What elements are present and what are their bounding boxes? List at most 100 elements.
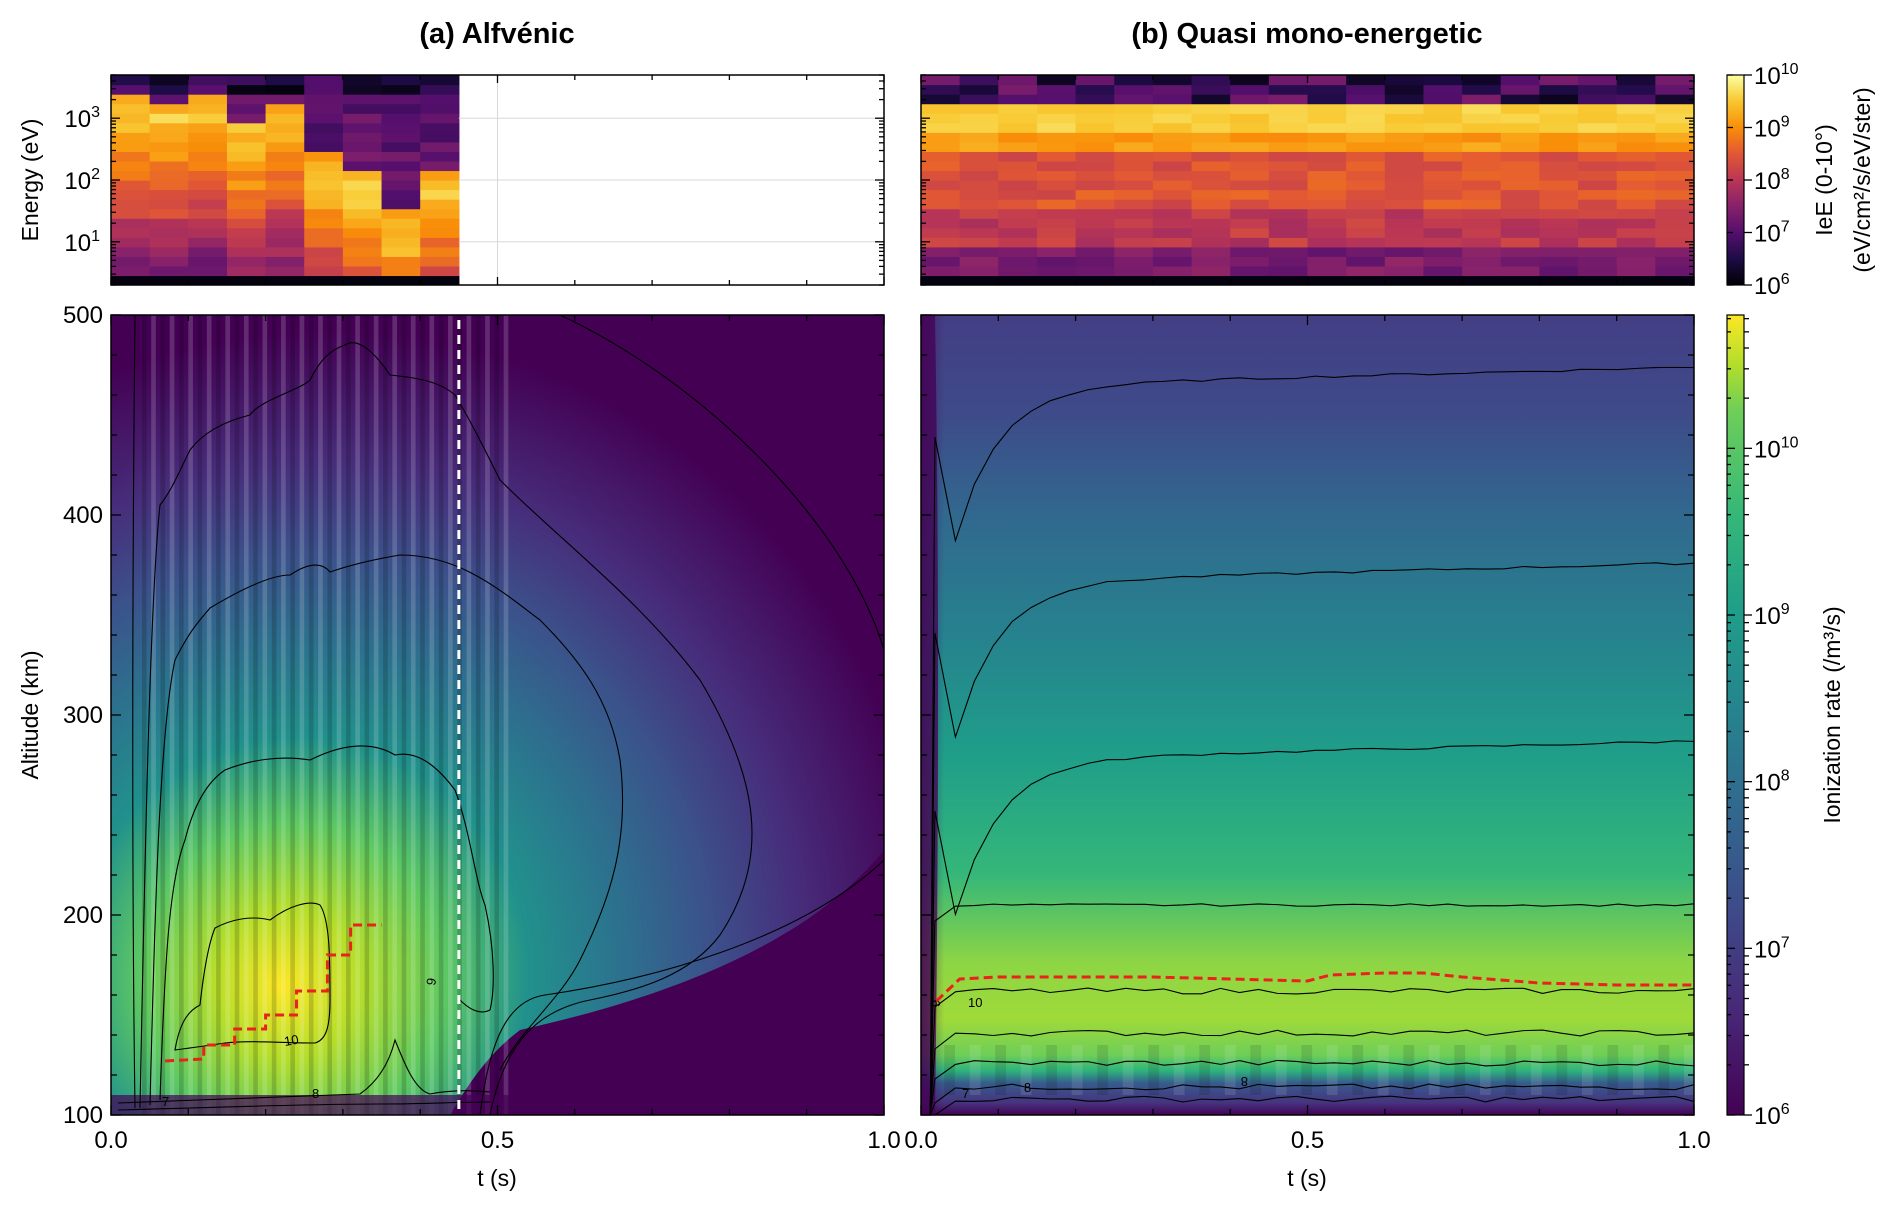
panel-a-modulation-stripe	[438, 315, 444, 1115]
panel-a-spectrogram-cell	[265, 189, 305, 200]
panel-a-spectrogram-cell	[342, 265, 383, 277]
panel-b-spectrogram-cell	[1384, 246, 1425, 257]
panel-a-spectrogram-cell	[381, 180, 421, 191]
panel-a-spectrogram-cell	[149, 160, 189, 172]
panel-b-modulation-stripe	[1581, 1045, 1593, 1095]
x-tick-label: 0.0	[94, 1127, 127, 1154]
panel-b-spectrogram-cell	[1462, 275, 1502, 285]
panel-a-spectrogram-cell	[226, 160, 267, 172]
panel-b-spectrogram-cell	[1114, 94, 1154, 105]
panel-a-spectrogram-cell	[420, 265, 460, 277]
panel-a-spectrogram-cell	[226, 132, 267, 143]
panel-a-spectrogram-cell	[304, 122, 344, 133]
panel-b-spectrogram-cell	[1191, 256, 1231, 267]
panel-b-spectrogram-cell	[1384, 275, 1425, 285]
panel-b-spectrogram-cell	[1578, 132, 1618, 143]
panel-b-modulation-stripe	[1530, 1045, 1542, 1095]
panel-b-spectrogram-cell	[1230, 151, 1270, 162]
panel-a-spectrogram-cell	[149, 246, 189, 257]
panel-a-spectrogram-cell	[420, 227, 460, 238]
panel-b-modulation-stripe	[1275, 1045, 1287, 1095]
panel-a-spectrogram-cell	[265, 275, 305, 285]
panel-b-spectrogram-cell	[1268, 94, 1309, 105]
panel-b-spectrogram-cell	[1075, 170, 1115, 181]
panel-b-spectrogram-cell	[1384, 199, 1425, 210]
colorbar-tick-label: 109	[1754, 601, 1790, 630]
panel-a-modulation-stripe	[253, 315, 258, 1115]
panel-b-spectrogram-cell	[1423, 265, 1463, 277]
panel-b-spectrogram-cell	[1423, 141, 1463, 152]
panel-b-spectrogram-cell	[1114, 199, 1154, 210]
panel-b-contour	[929, 562, 1694, 1115]
panel-a-spectrogram-cell	[188, 103, 228, 114]
panel-b-spectrogram-cell	[1152, 237, 1193, 248]
panel-b-spectrogram-cell	[1114, 160, 1154, 172]
panel-a-spectrogram-cell	[111, 275, 151, 285]
panel-a-spectrogram-cell	[381, 189, 421, 200]
panel-b-spectrogram-cell	[1191, 94, 1231, 105]
panel-a-spectrogram-cell	[111, 103, 151, 114]
panel-b-spectrogram-cell	[1230, 84, 1270, 95]
panel-b-spectrogram-cell	[1230, 265, 1270, 277]
panel-b-spectrogram-cell	[1036, 122, 1077, 133]
panel-a-spectrogram-cell	[304, 237, 344, 248]
panel-b-spectrogram-cell	[1152, 218, 1193, 229]
panel-b-spectrogram-cell	[1462, 227, 1502, 238]
panel-b-spectrogram-cell	[1384, 122, 1425, 133]
panel-a-spectrogram-cell	[111, 265, 151, 277]
panel-b-contour	[929, 1029, 1694, 1115]
panel-b-spectrogram-cell	[1384, 141, 1425, 152]
panel-a-modulation-stripe	[410, 315, 416, 1115]
panel-b-spectrogram-cell	[1268, 199, 1309, 210]
panel-b-modulation-stripe	[1250, 1045, 1262, 1095]
panel-a-spectrogram-cell	[304, 199, 344, 210]
panel-b-spectrogram-cell	[1539, 265, 1579, 277]
panel-b-spectrogram-cell	[1346, 151, 1386, 162]
panel-a-spectrogram-cell	[188, 265, 228, 277]
panel-a-spectrogram-cell	[226, 256, 267, 267]
panel-b-spectrogram-cell	[1616, 122, 1656, 133]
colorbar-tick-label: 109	[1754, 114, 1790, 143]
panel-b-spectrogram-cell	[1578, 84, 1618, 95]
panel-b-contour-label-7: 7	[962, 1086, 969, 1101]
panel-b-ionization-map: 10 8 8 7 9 0.0 0.5 1.0	[904, 314, 1711, 1154]
panel-a-spectrogram-cell	[342, 189, 383, 200]
panel-b-spectrogram-cell	[1230, 113, 1270, 124]
panel-a-spectrogram-cell	[188, 113, 228, 124]
panel-b-spectrogram-cell	[1423, 218, 1463, 229]
panel-a-modulation-stripe	[188, 315, 193, 1115]
panel-b-spectrogram-cell	[998, 256, 1038, 267]
panel-a-spectrogram-cell	[226, 275, 267, 285]
panel-a-spectrogram-cell	[188, 275, 228, 285]
panel-b-spectrogram-cell	[1578, 170, 1618, 181]
panel-b-spectrogram-cell	[1462, 160, 1502, 172]
panel-a-spectrogram-cell	[265, 170, 305, 181]
panel-b-spectrogram-cell	[1500, 103, 1540, 114]
panel-b-spectrogram-cell	[1346, 103, 1386, 114]
panel-b-spectrogram-cell	[1152, 151, 1193, 162]
panel-a-modulation-stripe	[420, 315, 425, 1115]
panel-b-modulation-stripe	[1377, 1045, 1389, 1095]
panel-b-spectrogram-cell	[1462, 170, 1502, 181]
panel-b-spectrogram-cell	[1616, 246, 1656, 257]
panel-b-spectrogram-cell	[1191, 208, 1231, 219]
panel-a-modulation-stripe	[318, 315, 323, 1115]
panel-b-spectrogram-cell	[1578, 265, 1618, 277]
panel-b-modulation-stripe	[1199, 1045, 1211, 1095]
panel-a-spectrogram-cell	[420, 94, 460, 105]
panel-b-spectrogram-cell	[1616, 160, 1656, 172]
panel-a-spectrogram-cell	[304, 256, 344, 267]
panel-b-spectrogram-cell	[1036, 75, 1077, 86]
panel-b-spectrogram-cell	[1036, 208, 1077, 219]
panel-b-spectrogram-cell	[1500, 113, 1540, 124]
panel-b-spectrogram-cell	[998, 246, 1038, 257]
panel-b-spectrogram-cell	[1268, 246, 1309, 257]
panel-b-spectrogram-cell	[1152, 113, 1193, 124]
panel-a-spectrogram-cell	[304, 94, 344, 105]
panel-a-spectrogram-cell	[265, 246, 305, 257]
panel-a-contour-label-9: 9	[423, 977, 439, 987]
panel-b-spectrogram-cell	[1616, 237, 1656, 248]
panel-b-spectrogram-cell	[1036, 265, 1077, 277]
panel-b-modulation-stripe	[1607, 1045, 1619, 1095]
panel-b-spectrogram-cell	[1384, 132, 1425, 143]
